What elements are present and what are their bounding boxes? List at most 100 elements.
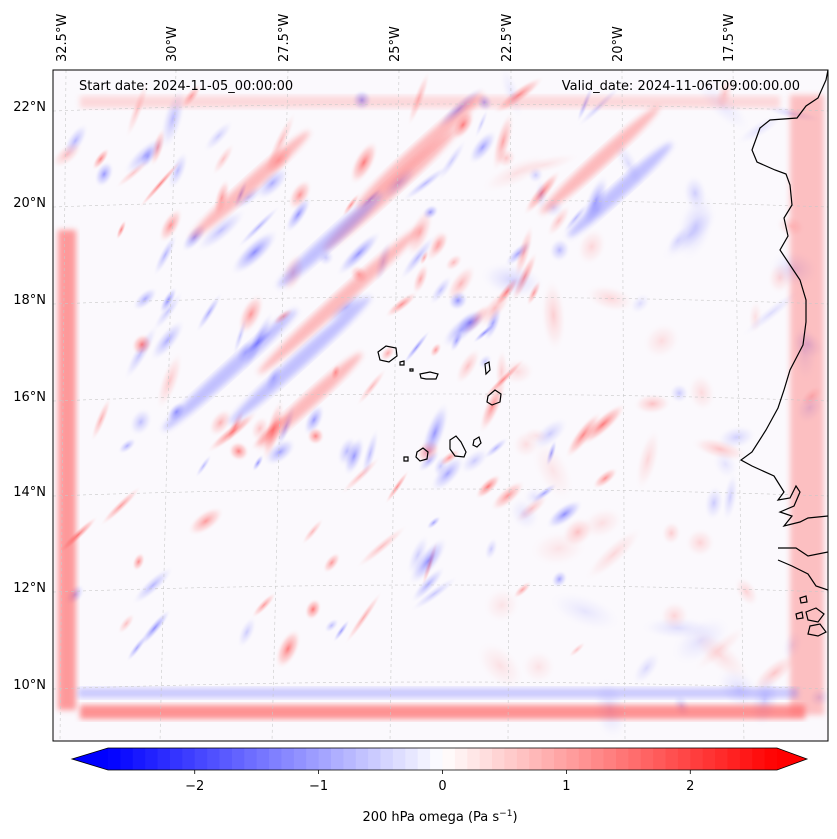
descent-feature — [284, 195, 313, 234]
lat-label: 14°N — [13, 485, 46, 500]
gridlines — [53, 70, 828, 741]
descent-feature — [138, 143, 157, 170]
colorbar-step — [169, 748, 183, 770]
lon-label: 30°W — [165, 26, 180, 62]
colorbar-step — [306, 748, 320, 770]
descent-feature — [682, 174, 708, 213]
descent-feature — [419, 401, 450, 465]
parallel-gridline — [53, 296, 828, 305]
colorbar-tick-label: −2 — [185, 779, 204, 794]
colorbar-step — [244, 748, 258, 770]
colorbar-step — [715, 748, 728, 770]
ascent-feature — [578, 402, 627, 447]
ascent-feature — [211, 142, 235, 176]
lat-label: 10°N — [13, 678, 46, 693]
ascent-feature — [237, 292, 265, 336]
ascent-feature — [341, 192, 360, 217]
bissagos-island-d — [799, 595, 808, 604]
colorbar-label-exponent: −1 — [499, 809, 512, 819]
ascent-feature — [635, 427, 661, 492]
descent-feature — [229, 228, 280, 276]
ascent-feature — [208, 408, 233, 438]
ascent-feature — [306, 426, 325, 446]
descent-feature — [467, 129, 498, 165]
descent-feature — [479, 261, 546, 300]
island-sal — [484, 361, 491, 376]
meridian-gridline — [59, 70, 67, 741]
island-maio — [472, 436, 482, 448]
descent-feature — [408, 536, 448, 586]
streak-feature — [540, 106, 660, 214]
start-date-annotation: Start date: 2024-11-05_00:00:00 — [79, 79, 293, 94]
colorbar-step — [442, 748, 456, 770]
lat-label: 22°N — [13, 100, 46, 115]
lon-label: 32.5°W — [55, 14, 70, 62]
descent-feature — [324, 618, 340, 633]
descent-feature — [402, 329, 431, 366]
lon-label: 17.5°W — [722, 14, 737, 62]
ascent-feature — [494, 348, 509, 396]
ascent-feature — [690, 436, 749, 462]
colorbar-step — [529, 748, 543, 770]
descent-feature — [548, 237, 571, 263]
colorbar-step — [628, 748, 642, 770]
descent-feature — [454, 308, 486, 337]
colorbar-step — [207, 748, 220, 770]
descent-feature — [665, 225, 690, 256]
lat-label: 12°N — [13, 581, 46, 596]
ascent-feature — [250, 415, 270, 442]
ascent-feature — [499, 358, 536, 386]
boundary-artifact — [58, 230, 76, 710]
descent-feature — [669, 382, 690, 404]
boundary-artifact — [80, 96, 780, 108]
ascent-feature — [155, 351, 184, 411]
descent-feature — [303, 403, 326, 437]
colorbar-step — [293, 748, 307, 770]
colorbar-step — [615, 748, 629, 770]
colorbar-tick-label: 0 — [438, 779, 446, 794]
colorbar-step — [231, 748, 245, 770]
ascent-feature — [344, 590, 383, 645]
ascent-feature — [450, 109, 476, 141]
ascent-feature — [474, 473, 502, 500]
ascent-feature — [684, 527, 716, 558]
ascent-feature — [686, 373, 717, 413]
descent-feature — [545, 499, 584, 530]
ascent-feature — [251, 592, 277, 619]
descent-feature — [410, 575, 459, 612]
colorbar-step — [504, 748, 518, 770]
ascent-feature — [137, 158, 183, 210]
island-boa-vista — [486, 389, 502, 406]
colorbar-step — [727, 748, 741, 770]
descent-feature — [149, 319, 186, 362]
island-santa-luzia — [409, 368, 414, 372]
island-santiago — [449, 435, 467, 458]
streak-feature — [277, 192, 383, 288]
descent-feature — [263, 437, 297, 467]
colorbar-step — [467, 748, 481, 770]
ascent-feature — [592, 467, 619, 490]
descent-feature — [195, 454, 212, 478]
descent-feature — [472, 322, 497, 344]
colorbar-step — [764, 748, 778, 770]
boundary-artifact — [80, 705, 805, 719]
colorbar-step — [380, 748, 394, 770]
ascent-feature — [540, 277, 567, 354]
colorbar-tick-label: −1 — [309, 779, 328, 794]
descent-feature — [551, 569, 568, 589]
descent-feature — [474, 108, 489, 139]
descent-feature — [716, 424, 757, 450]
colorbar-step — [331, 748, 344, 770]
colorbar-step — [256, 748, 270, 770]
descent-feature — [477, 353, 493, 370]
coastlines — [377, 70, 828, 637]
colorbar-tick-label: 2 — [686, 779, 694, 794]
descent-feature — [324, 289, 368, 326]
ascent-feature — [384, 469, 410, 505]
longitude-labels: 32.5°W 30°W 27.5°W 25°W 22.5°W 20°W 17.5… — [55, 14, 737, 62]
colorbar-step — [392, 748, 406, 770]
colorbar-step — [405, 748, 419, 770]
ascent-feature — [274, 628, 302, 670]
ascent-feature — [99, 485, 142, 527]
